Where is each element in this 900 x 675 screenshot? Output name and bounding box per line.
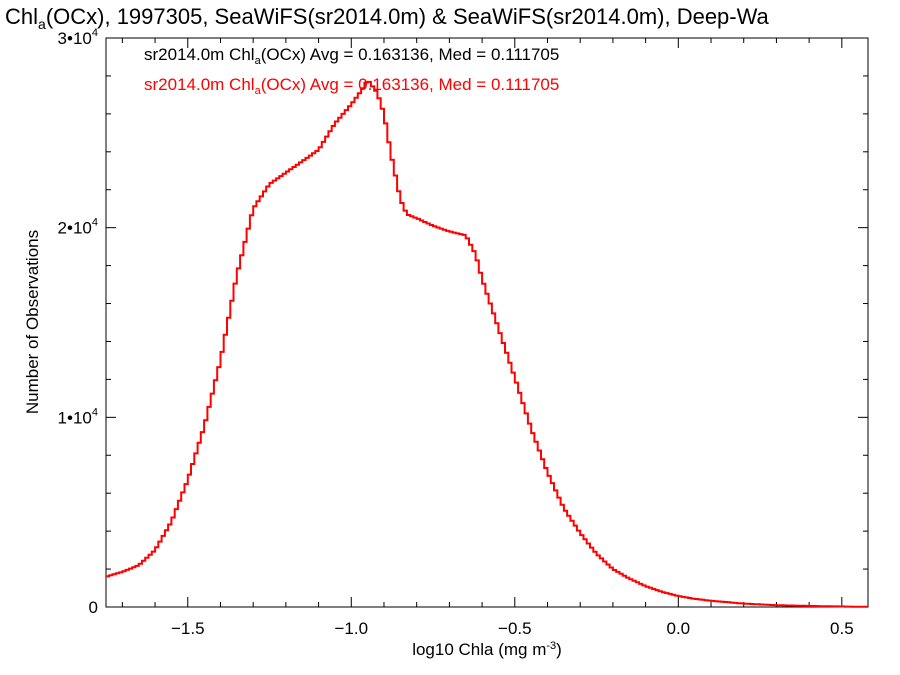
x-tick-label: −0.5 bbox=[498, 619, 532, 638]
chart-title: Chla(OCx), 1997305, SeaWiFS(sr2014.0m) &… bbox=[5, 4, 770, 32]
x-tick-label: 0.5 bbox=[830, 619, 854, 638]
y-tick-label: 0 bbox=[89, 598, 98, 617]
legend-entry-red: sr2014.0m Chla(OCx) Avg = 0.163136, Med … bbox=[144, 75, 559, 97]
legend: sr2014.0m Chla(OCx) Avg = 0.163136, Med … bbox=[144, 45, 559, 97]
x-tick-label: 0.0 bbox=[666, 619, 690, 638]
ticks-layer: −1.5 −1.0 −0.5 0.0 0.5 0 1•104 2•104 3•104 bbox=[58, 27, 868, 638]
y-tick-label: 2•104 bbox=[58, 217, 98, 238]
histogram-series-line bbox=[106, 80, 868, 608]
y-axis-label: Number of Observations bbox=[23, 230, 42, 414]
plot-frame bbox=[105, 37, 869, 608]
y-tick-label: 3•104 bbox=[58, 27, 98, 48]
x-tick-label: −1.5 bbox=[171, 619, 205, 638]
y-tick-label: 1•104 bbox=[58, 406, 98, 427]
x-axis-label: log10 Chla (mg m-3) bbox=[412, 640, 562, 659]
legend-entry-black: sr2014.0m Chla(OCx) Avg = 0.163136, Med … bbox=[144, 45, 559, 67]
x-tick-label: −1.0 bbox=[334, 619, 368, 638]
